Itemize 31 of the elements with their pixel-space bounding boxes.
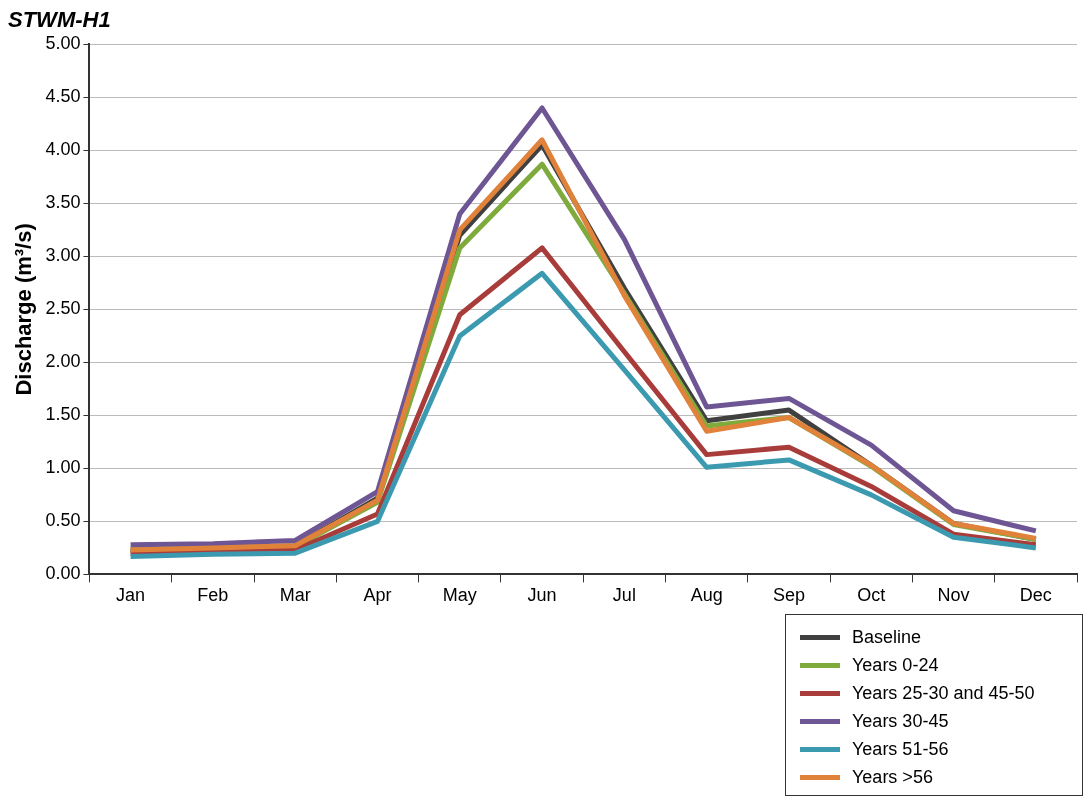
y-axis-title: Discharge (m³/s): [11, 223, 37, 396]
x-tick-label: Jun: [527, 585, 557, 606]
y-tick-label: 3.50: [45, 192, 81, 213]
legend-label: Years 0-24: [852, 654, 939, 676]
legend-label: Years >56: [852, 766, 933, 788]
chart-title: STWM-H1: [8, 7, 111, 33]
x-tick-label: Mar: [279, 585, 311, 606]
legend-label: Years 25-30 and 45-50: [852, 682, 1035, 704]
legend-label: Baseline: [852, 626, 922, 648]
x-tick-label: Feb: [197, 585, 229, 606]
y-tick-label: 3.00: [45, 245, 81, 266]
y-tick-label: 2.00: [45, 351, 81, 372]
x-tick-label: Apr: [363, 585, 392, 606]
x-tick-label: Jul: [612, 585, 636, 606]
legend-label: Years 30-45: [852, 710, 949, 732]
x-tick-label: Oct: [857, 585, 886, 606]
y-tick-label: 1.50: [45, 404, 81, 425]
x-tick-label: Aug: [690, 585, 723, 606]
y-tick-label: 5.00: [45, 33, 81, 54]
y-tick-label: 1.00: [45, 457, 81, 478]
y-tick-label: 4.00: [45, 139, 81, 160]
x-tick-label: May: [442, 585, 477, 606]
y-tick-label: 4.50: [45, 86, 81, 107]
y-tick-label: 2.50: [45, 298, 81, 319]
x-tick-label: Nov: [937, 585, 970, 606]
y-tick-label: 0.00: [45, 563, 81, 584]
x-tick-label: Sep: [772, 585, 805, 606]
legend-label: Years 51-56: [852, 738, 949, 760]
y-tick-label: 0.50: [45, 510, 81, 531]
x-tick-label: Dec: [1019, 585, 1052, 606]
x-tick-label: Jan: [116, 585, 146, 606]
